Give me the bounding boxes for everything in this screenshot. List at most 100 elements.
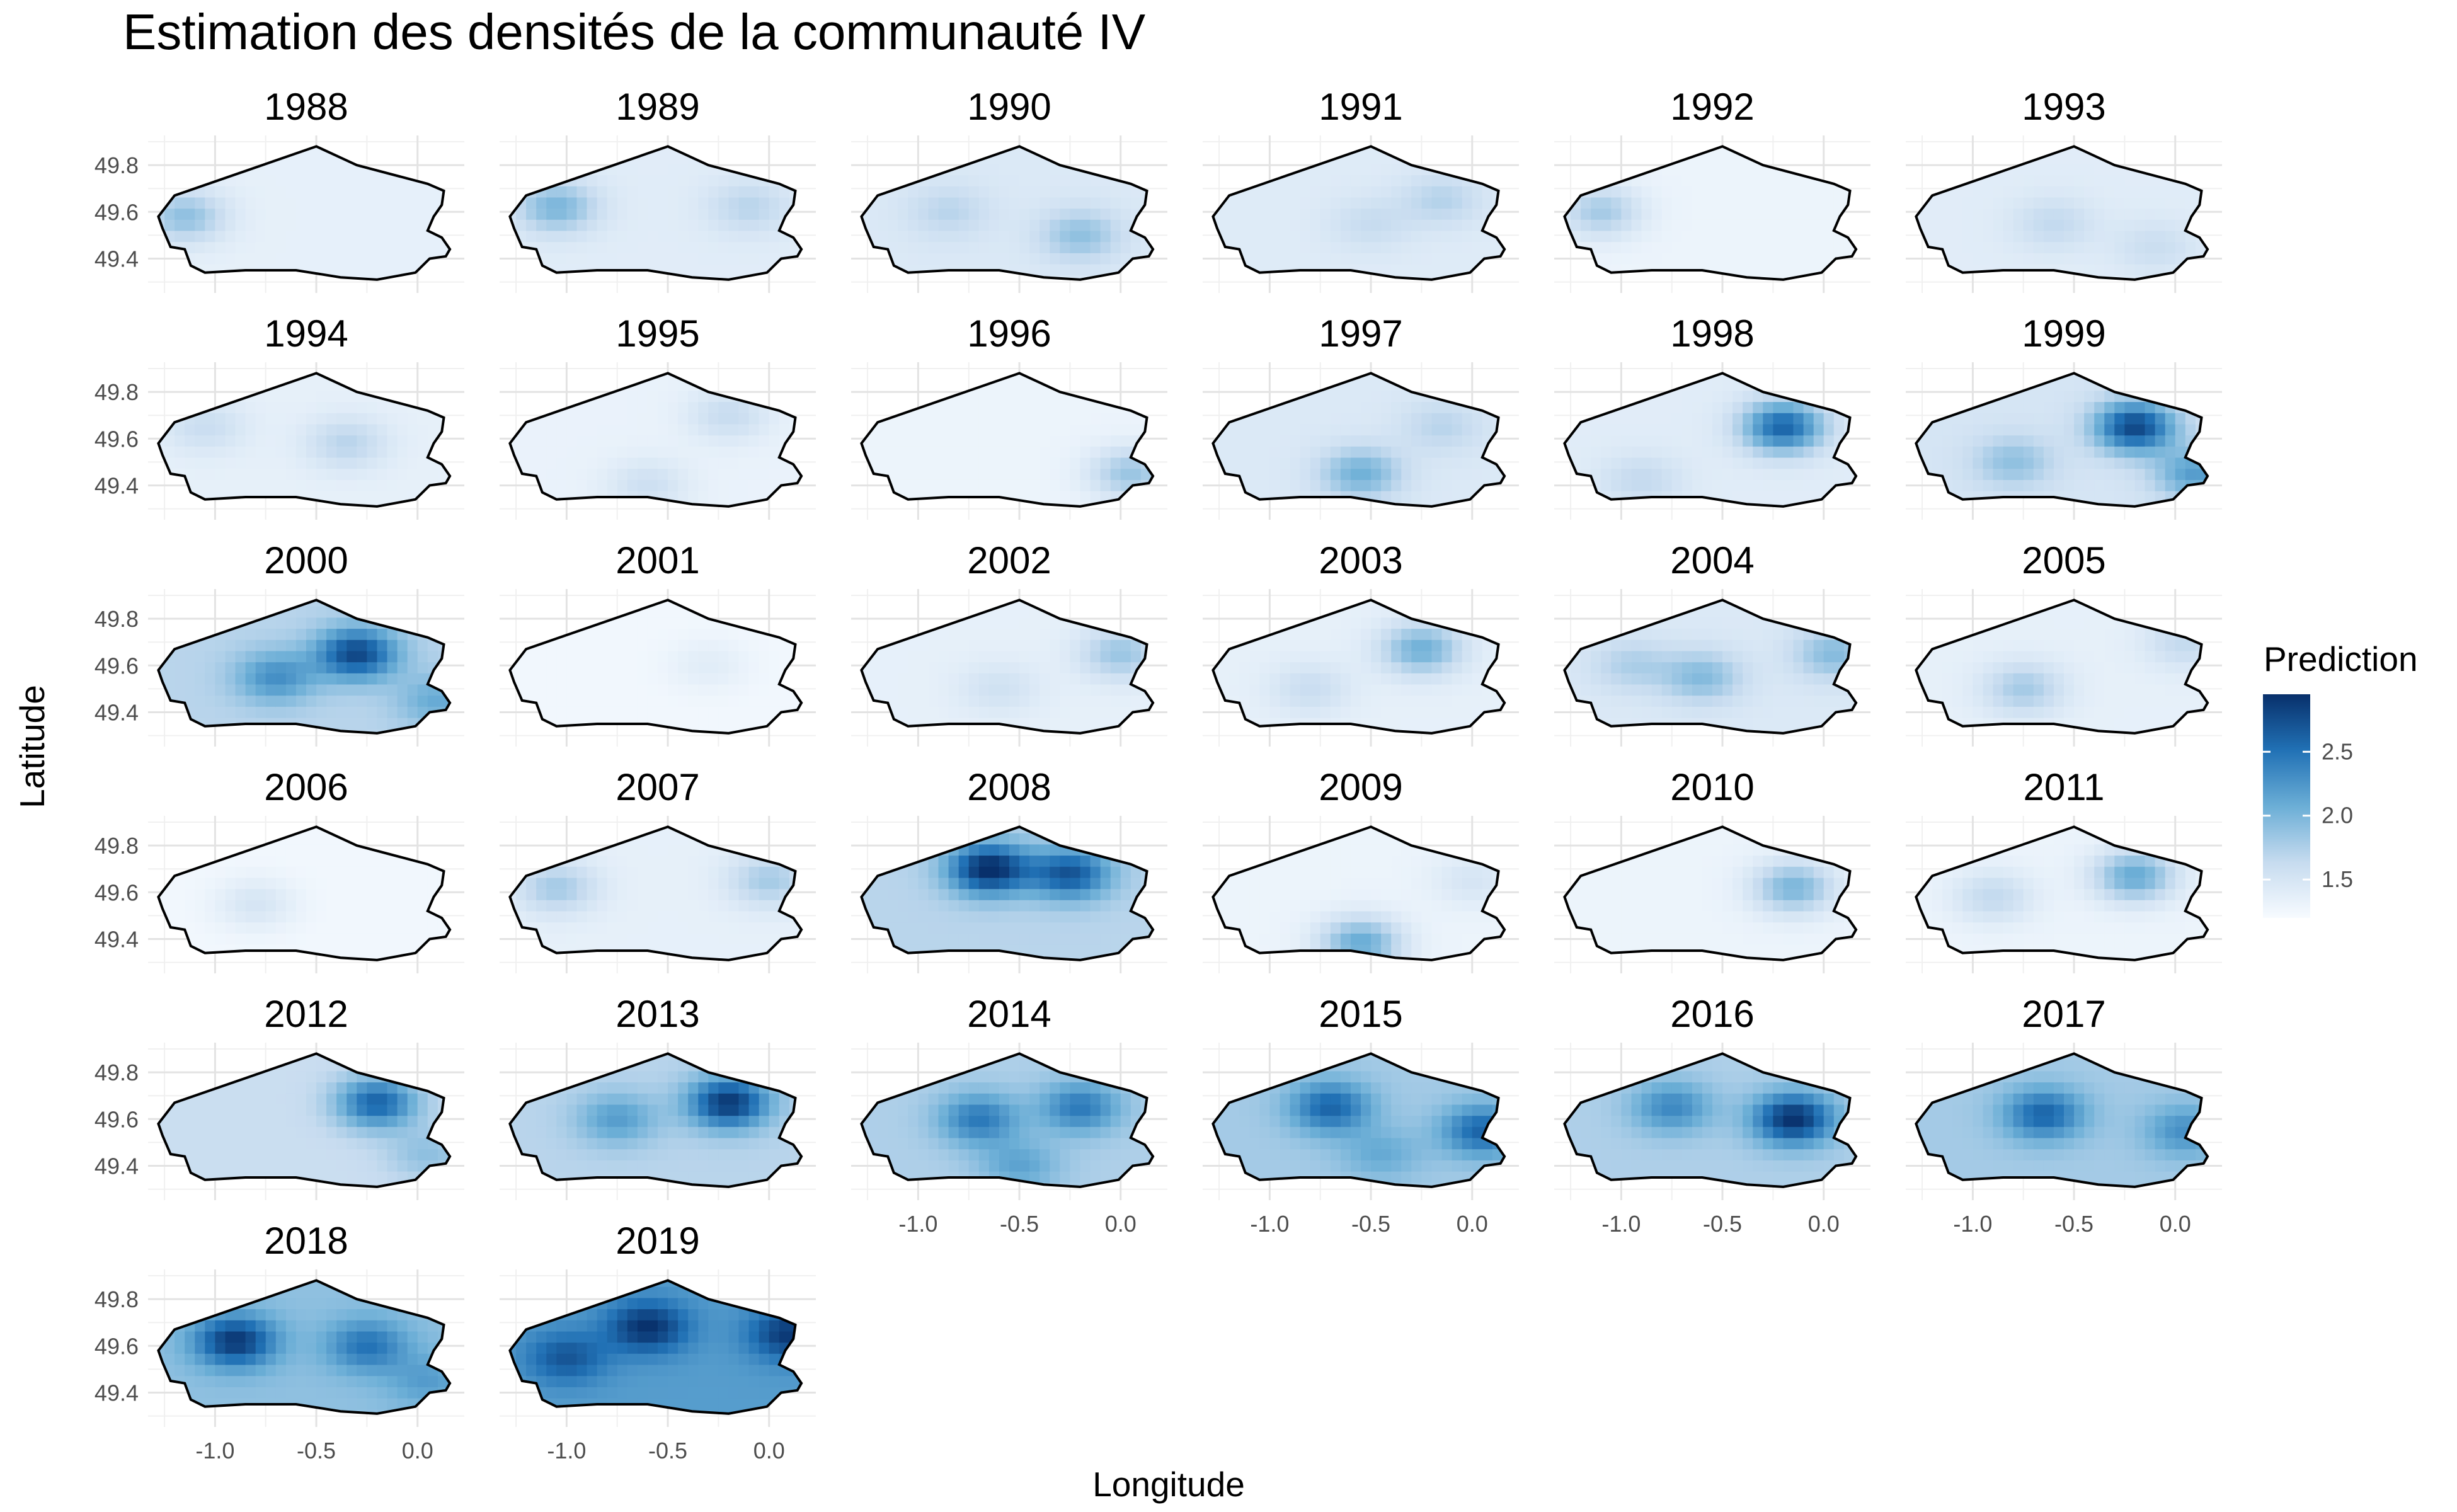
coastline xyxy=(508,598,803,735)
panel-2003: 2003 xyxy=(1203,539,1519,747)
panel-title: 2014 xyxy=(967,993,1051,1035)
panel-title: 2012 xyxy=(264,993,348,1035)
panel-1988: 1988 49.8 49.6 49.4 xyxy=(94,86,464,293)
coastline xyxy=(1563,598,1858,735)
panel-title: 1998 xyxy=(1670,312,1754,355)
panel-title: 2017 xyxy=(2022,993,2105,1035)
x-tick-label: 0.0 xyxy=(402,1438,433,1463)
coastline xyxy=(157,372,452,508)
y-tick-label: 49.8 xyxy=(94,1060,139,1085)
coastline xyxy=(860,598,1155,735)
panel-1999: 1999 xyxy=(1906,312,2222,520)
x-tick-label: -0.5 xyxy=(2054,1211,2093,1237)
coastline xyxy=(860,145,1155,281)
coastline xyxy=(860,372,1155,508)
y-tick-label: 49.6 xyxy=(94,1333,139,1359)
x-tick-label: -0.5 xyxy=(1703,1211,1742,1237)
panel-2015: 2015 -1.0 -0.5 0.0 xyxy=(1203,993,1519,1237)
coastline xyxy=(1915,598,2209,735)
x-tick-label: -1.0 xyxy=(1250,1211,1289,1237)
panel-title: 2018 xyxy=(264,1220,348,1262)
legend: Prediction 1.5 2.0 2.5 xyxy=(2263,639,2418,918)
coastline xyxy=(157,145,452,281)
panel-title: 2006 xyxy=(264,766,348,808)
panel-1989: 1989 xyxy=(500,86,816,293)
coastline xyxy=(1211,825,1506,961)
legend-tick-label: 2.5 xyxy=(2322,738,2353,764)
panel-2016: 2016 -1.0 -0.5 0.0 xyxy=(1554,993,1870,1237)
panel-1996: 1996 xyxy=(851,312,1167,520)
y-tick-label: 49.6 xyxy=(94,1106,139,1132)
x-tick-label: -1.0 xyxy=(1953,1211,1992,1237)
panel-1995: 1995 xyxy=(500,312,816,520)
coastline xyxy=(157,1052,452,1188)
panel-title: 2011 xyxy=(2023,766,2104,808)
coastline xyxy=(1211,598,1506,735)
panel-2019: 2019 -1.0 -0.5 0.0 xyxy=(500,1220,816,1463)
panel-title: 2004 xyxy=(1670,539,1754,581)
panel-2013: 2013 xyxy=(500,993,816,1200)
coastline xyxy=(1211,372,1506,508)
chart-title: Estimation des densités de la communauté… xyxy=(123,4,1146,60)
panel-2008: 2008 xyxy=(851,766,1167,973)
coastline xyxy=(1915,372,2209,508)
panel-2002: 2002 xyxy=(851,539,1167,747)
panel-2017: 2017 -1.0 -0.5 0.0 xyxy=(1906,993,2222,1237)
panel-title: 2013 xyxy=(616,993,699,1035)
coastline xyxy=(508,1052,803,1188)
panel-title: 2015 xyxy=(1319,993,1402,1035)
coastline xyxy=(1211,145,1506,281)
coastline xyxy=(1563,145,1858,281)
panel-2001: 2001 xyxy=(500,539,816,747)
coastline xyxy=(157,825,452,961)
coastline xyxy=(860,1052,1155,1188)
coastline xyxy=(1915,825,2209,961)
y-axis-label: Latitude xyxy=(13,685,52,808)
legend-title: Prediction xyxy=(2264,639,2418,679)
panel-title: 2010 xyxy=(1670,766,1754,808)
x-tick-label: 0.0 xyxy=(1457,1211,1488,1237)
coastline xyxy=(860,825,1155,961)
legend-ticks: 1.5 2.0 2.5 xyxy=(2263,738,2353,892)
coastline xyxy=(1915,1052,2209,1188)
panel-title: 1989 xyxy=(616,86,699,128)
panel-2011: 2011 xyxy=(1906,766,2222,973)
x-tick-label: -1.0 xyxy=(547,1438,586,1463)
panel-title: 2005 xyxy=(2022,539,2105,581)
x-tick-label: -1.0 xyxy=(195,1438,234,1463)
panel-title: 1994 xyxy=(264,312,348,355)
coastline xyxy=(508,372,803,508)
x-tick-label: -0.5 xyxy=(648,1438,687,1463)
panel-title: 1992 xyxy=(1670,86,1754,128)
panel-title: 2007 xyxy=(616,766,699,808)
x-tick-label: -0.5 xyxy=(1351,1211,1390,1237)
y-tick-label: 49.4 xyxy=(94,1380,139,1406)
panel-title: 1991 xyxy=(1319,86,1402,128)
panel-2005: 2005 xyxy=(1906,539,2222,747)
panel-1997: 1997 xyxy=(1203,312,1519,520)
panel-2014: 2014 -1.0 -0.5 0.0 xyxy=(851,993,1167,1237)
coastline xyxy=(1563,825,1858,961)
panel-title: 2002 xyxy=(967,539,1051,581)
y-tick-label: 49.8 xyxy=(94,606,139,632)
coastline xyxy=(508,145,803,281)
legend-tick-label: 2.0 xyxy=(2322,803,2353,828)
panel-2007: 2007 xyxy=(500,766,816,973)
panel-title: 2001 xyxy=(616,539,699,581)
coastline xyxy=(508,1279,803,1415)
x-tick-label: 0.0 xyxy=(753,1438,785,1463)
panel-title: 2009 xyxy=(1319,766,1402,808)
panel-2006: 2006 49.8 49.6 49.4 xyxy=(94,766,464,973)
y-tick-label: 49.4 xyxy=(94,1153,139,1179)
legend-colorbar xyxy=(2263,694,2310,918)
x-tick-label: 0.0 xyxy=(1808,1211,1840,1237)
y-tick-label: 49.8 xyxy=(94,152,139,178)
x-axis-label: Longitude xyxy=(1092,1465,1245,1504)
panel-1993: 1993 xyxy=(1906,86,2222,293)
panel-2010: 2010 xyxy=(1554,766,1870,973)
y-tick-label: 49.4 xyxy=(94,699,139,725)
x-tick-label: -0.5 xyxy=(1000,1211,1039,1237)
coastline xyxy=(1211,1052,1506,1188)
panel-2009: 2009 xyxy=(1203,766,1519,973)
